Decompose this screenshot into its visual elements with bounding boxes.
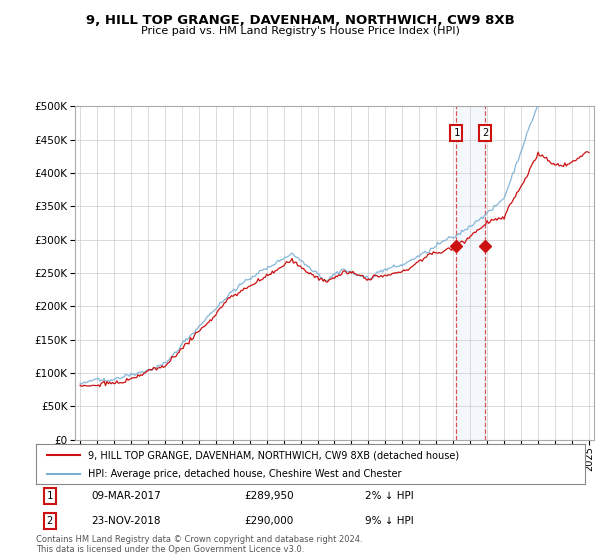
Text: 9% ↓ HPI: 9% ↓ HPI	[365, 516, 414, 526]
Text: £289,950: £289,950	[245, 491, 294, 501]
Text: 2% ↓ HPI: 2% ↓ HPI	[365, 491, 414, 501]
Text: 9, HILL TOP GRANGE, DAVENHAM, NORTHWICH, CW9 8XB (detached house): 9, HILL TOP GRANGE, DAVENHAM, NORTHWICH,…	[88, 450, 459, 460]
Text: HPI: Average price, detached house, Cheshire West and Chester: HPI: Average price, detached house, Ches…	[88, 469, 401, 479]
Text: 1: 1	[454, 128, 460, 138]
Text: 2: 2	[482, 128, 488, 138]
Text: 23-NOV-2018: 23-NOV-2018	[91, 516, 160, 526]
Text: 09-MAR-2017: 09-MAR-2017	[91, 491, 161, 501]
Bar	[457, 106, 485, 440]
Text: £290,000: £290,000	[245, 516, 294, 526]
Text: Price paid vs. HM Land Registry's House Price Index (HPI): Price paid vs. HM Land Registry's House …	[140, 26, 460, 36]
Text: 1: 1	[47, 491, 53, 501]
Text: Contains HM Land Registry data © Crown copyright and database right 2024.
This d: Contains HM Land Registry data © Crown c…	[36, 535, 362, 554]
Text: 2: 2	[47, 516, 53, 526]
Text: 9, HILL TOP GRANGE, DAVENHAM, NORTHWICH, CW9 8XB: 9, HILL TOP GRANGE, DAVENHAM, NORTHWICH,…	[86, 14, 514, 27]
